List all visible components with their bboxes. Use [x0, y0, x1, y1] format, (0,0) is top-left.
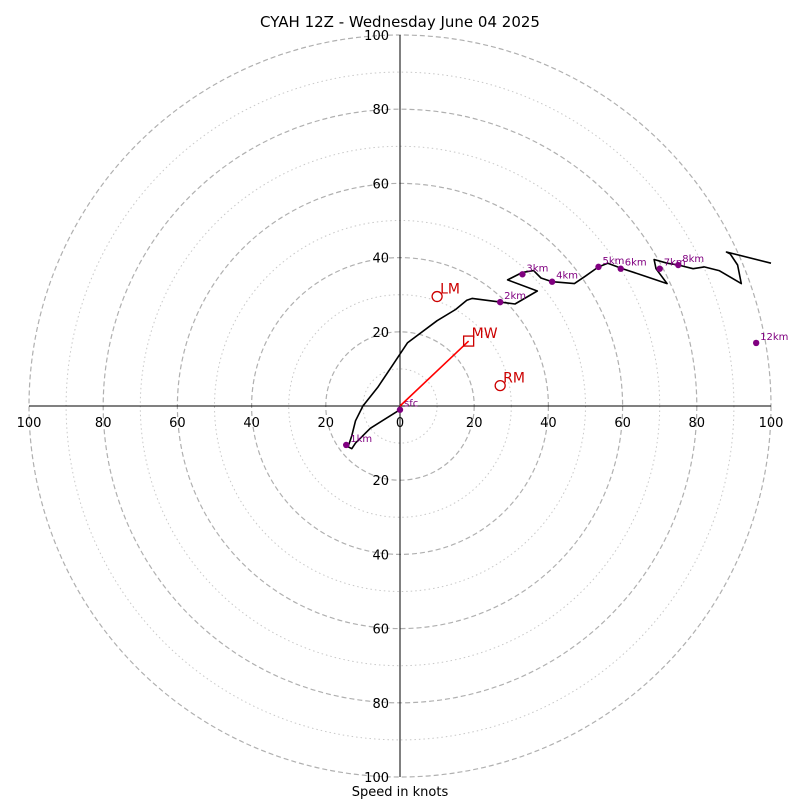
x-tick-label: 0: [396, 416, 404, 431]
x-tick-label: 80: [689, 416, 706, 431]
y-tick-label: 100: [364, 771, 389, 786]
y-tick-label: 100: [364, 29, 389, 44]
height-marker-label: 12km: [760, 332, 788, 343]
height-marker-label: 6km: [625, 258, 647, 269]
chart-title: CYAH 12Z - Wednesday June 04 2025: [260, 13, 540, 31]
x-tick-label: 60: [614, 416, 631, 431]
height-marker-point: [496, 298, 504, 306]
x-tick-label: 60: [169, 416, 186, 431]
height-marker-point: [617, 265, 624, 272]
storm-motion-label: LM: [440, 282, 460, 298]
x-axis-label: Speed in knots: [352, 785, 449, 800]
height-marker-label: 5km: [602, 256, 624, 267]
hodograph-trace: [347, 251, 772, 450]
height-marker-point: [519, 271, 526, 278]
hodograph-line: [347, 251, 772, 450]
y-tick-label: 60: [372, 623, 389, 638]
height-marker-point: [656, 265, 663, 272]
y-tick-label: 20: [372, 326, 389, 341]
x-tick-label: 80: [95, 416, 112, 431]
shear-vector: [399, 340, 470, 407]
height-marker-label: 1km: [350, 434, 372, 445]
y-tick-label: 80: [372, 697, 389, 712]
x-tick-label: 100: [759, 416, 784, 431]
height-marker-point: [548, 278, 556, 285]
x-tick-label: 40: [540, 416, 557, 431]
tick-labels: 100 80 60 40 20 0 20 40 60 80 100 20 40 60 80 100 20 40 60…: [17, 29, 784, 786]
y-tick-label: 20: [372, 474, 389, 489]
height-marker-point: [396, 406, 404, 413]
storm-motion-label: RM: [503, 371, 525, 387]
x-tick-label: 20: [318, 416, 335, 431]
storm-motion-marker: [494, 379, 506, 392]
storm-motion-label: MW: [472, 326, 498, 342]
height-marker-point: [675, 261, 682, 269]
y-tick-label: 40: [372, 548, 389, 563]
height-marker-label: 7km: [664, 258, 686, 269]
y-tick-label: 60: [372, 177, 389, 192]
x-tick-label: 40: [243, 416, 260, 431]
x-tick-label: 20: [466, 416, 483, 431]
x-tick-label: 100: [17, 416, 42, 431]
height-marker-label: 4km: [556, 271, 578, 282]
height-marker-point: [343, 441, 350, 449]
y-tick-label: 80: [372, 103, 389, 118]
storm-motion-marker: [462, 335, 475, 347]
height-marker-point: [595, 263, 602, 271]
storm-motion-marker: [431, 290, 443, 303]
height-marker-label: 8km: [682, 254, 704, 265]
height-marker-point: [752, 339, 760, 347]
height-marker-label: 3km: [526, 263, 548, 274]
y-tick-label: 40: [372, 252, 389, 267]
height-marker-label: sfc: [404, 399, 418, 410]
storm-motions: LM MW RM: [399, 282, 525, 407]
height-marker-label: 2km: [504, 291, 526, 302]
